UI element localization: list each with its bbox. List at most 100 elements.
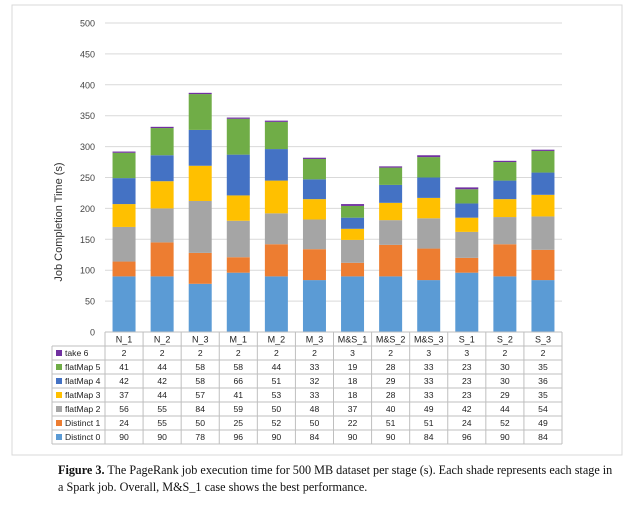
bar-segment — [226, 272, 250, 332]
table-value: 84 — [538, 432, 548, 442]
table-value: 19 — [348, 362, 358, 372]
table-value: 42 — [462, 404, 472, 414]
bar-segment — [112, 152, 136, 179]
x-category-label: M&S_3 — [414, 335, 444, 345]
table-value: 24 — [462, 418, 472, 428]
bar-segment — [188, 200, 212, 253]
figure-caption: Figure 3. The PageRank job execution tim… — [58, 462, 618, 496]
legend-swatch — [56, 434, 62, 440]
table-value: 56 — [119, 404, 129, 414]
legend-swatch — [56, 378, 62, 384]
table-value: 96 — [462, 432, 472, 442]
caption-text: The PageRank job execution time for 500 … — [58, 463, 613, 494]
legend-label: flatMap 3 — [65, 390, 101, 400]
bar-segment — [417, 155, 441, 158]
table-value: 35 — [538, 362, 548, 372]
legend-swatch — [56, 350, 62, 356]
table-value: 37 — [348, 404, 358, 414]
bar-segment — [264, 121, 288, 150]
bar-segment — [302, 280, 326, 332]
bar-segment — [417, 157, 441, 178]
bar-segment — [341, 228, 365, 240]
bar-segment — [226, 257, 250, 273]
x-category-label: M_2 — [268, 335, 286, 345]
x-category-label: S_3 — [535, 335, 551, 345]
table-value: 44 — [272, 362, 282, 372]
bar-segment — [302, 179, 326, 200]
x-category-label: N_2 — [154, 335, 171, 345]
bar-segment — [379, 276, 403, 332]
bar-segment — [531, 149, 555, 151]
bar-segment — [493, 199, 517, 218]
bar-segment — [455, 231, 479, 258]
bar-segment — [455, 257, 479, 273]
legend-label: flatMap 4 — [65, 376, 101, 386]
bar-segment — [150, 242, 174, 277]
bar-segment — [417, 177, 441, 198]
bar-segment — [264, 149, 288, 181]
table-value: 32 — [310, 376, 320, 386]
table-value: 50 — [272, 404, 282, 414]
table-value: 59 — [234, 404, 244, 414]
bar-segment — [341, 204, 365, 206]
table-value: 49 — [538, 418, 548, 428]
table-value: 54 — [538, 404, 548, 414]
bars — [112, 92, 555, 332]
bar-segment — [341, 262, 365, 277]
bar-segment — [264, 276, 288, 332]
table-value: 33 — [310, 362, 320, 372]
bar-segment — [112, 261, 136, 277]
table-value: 23 — [462, 362, 472, 372]
legend-swatch — [56, 364, 62, 370]
table-value: 33 — [424, 390, 434, 400]
bar-segment — [417, 248, 441, 281]
y-tick-label: 300 — [80, 142, 95, 152]
table-value: 29 — [500, 390, 510, 400]
table-value: 42 — [157, 376, 167, 386]
bar-segment — [493, 180, 517, 200]
x-category-label: S_1 — [459, 335, 475, 345]
table-value: 2 — [274, 348, 279, 358]
bar-segment — [188, 165, 212, 201]
table-value: 58 — [195, 376, 205, 386]
table-value: 23 — [462, 390, 472, 400]
table-value: 3 — [464, 348, 469, 358]
table-value: 3 — [350, 348, 355, 358]
legend-label: Distinct 0 — [65, 432, 101, 442]
bar-segment — [417, 280, 441, 332]
bar-segment — [150, 276, 174, 332]
table-value: 41 — [119, 362, 129, 372]
table-value: 66 — [234, 376, 244, 386]
caption-label: Figure 3. — [58, 463, 105, 477]
bar-segment — [531, 216, 555, 250]
table-value: 51 — [424, 418, 434, 428]
table-value: 2 — [236, 348, 241, 358]
bar-segment — [531, 280, 555, 332]
bar-segment — [379, 244, 403, 277]
table-value: 58 — [195, 362, 205, 372]
table-value: 52 — [272, 418, 282, 428]
bar-segment — [341, 239, 365, 263]
gridlines — [105, 22, 562, 302]
bar-segment — [379, 202, 403, 221]
bar-segment — [226, 118, 250, 155]
table-value: 44 — [157, 390, 167, 400]
axes: 0 50 100 150 200 250 300 350 400 450 500 — [80, 19, 95, 338]
table-value: 33 — [424, 362, 434, 372]
table-value: 33 — [424, 376, 434, 386]
bar-segment — [531, 249, 555, 281]
bar-segment — [302, 157, 326, 159]
bar-segment — [150, 128, 174, 156]
table-value: 41 — [234, 390, 244, 400]
bar-segment — [493, 217, 517, 245]
legend-label: take 6 — [65, 348, 89, 358]
table-value: 3 — [426, 348, 431, 358]
table-value: 37 — [119, 390, 129, 400]
table-value: 49 — [424, 404, 434, 414]
y-tick-label: 200 — [80, 204, 95, 214]
x-category-label: N_3 — [192, 335, 209, 345]
bar-segment — [341, 276, 365, 332]
bar-segment — [112, 276, 136, 332]
bar-segment — [188, 129, 212, 166]
bar-segment — [112, 178, 136, 205]
